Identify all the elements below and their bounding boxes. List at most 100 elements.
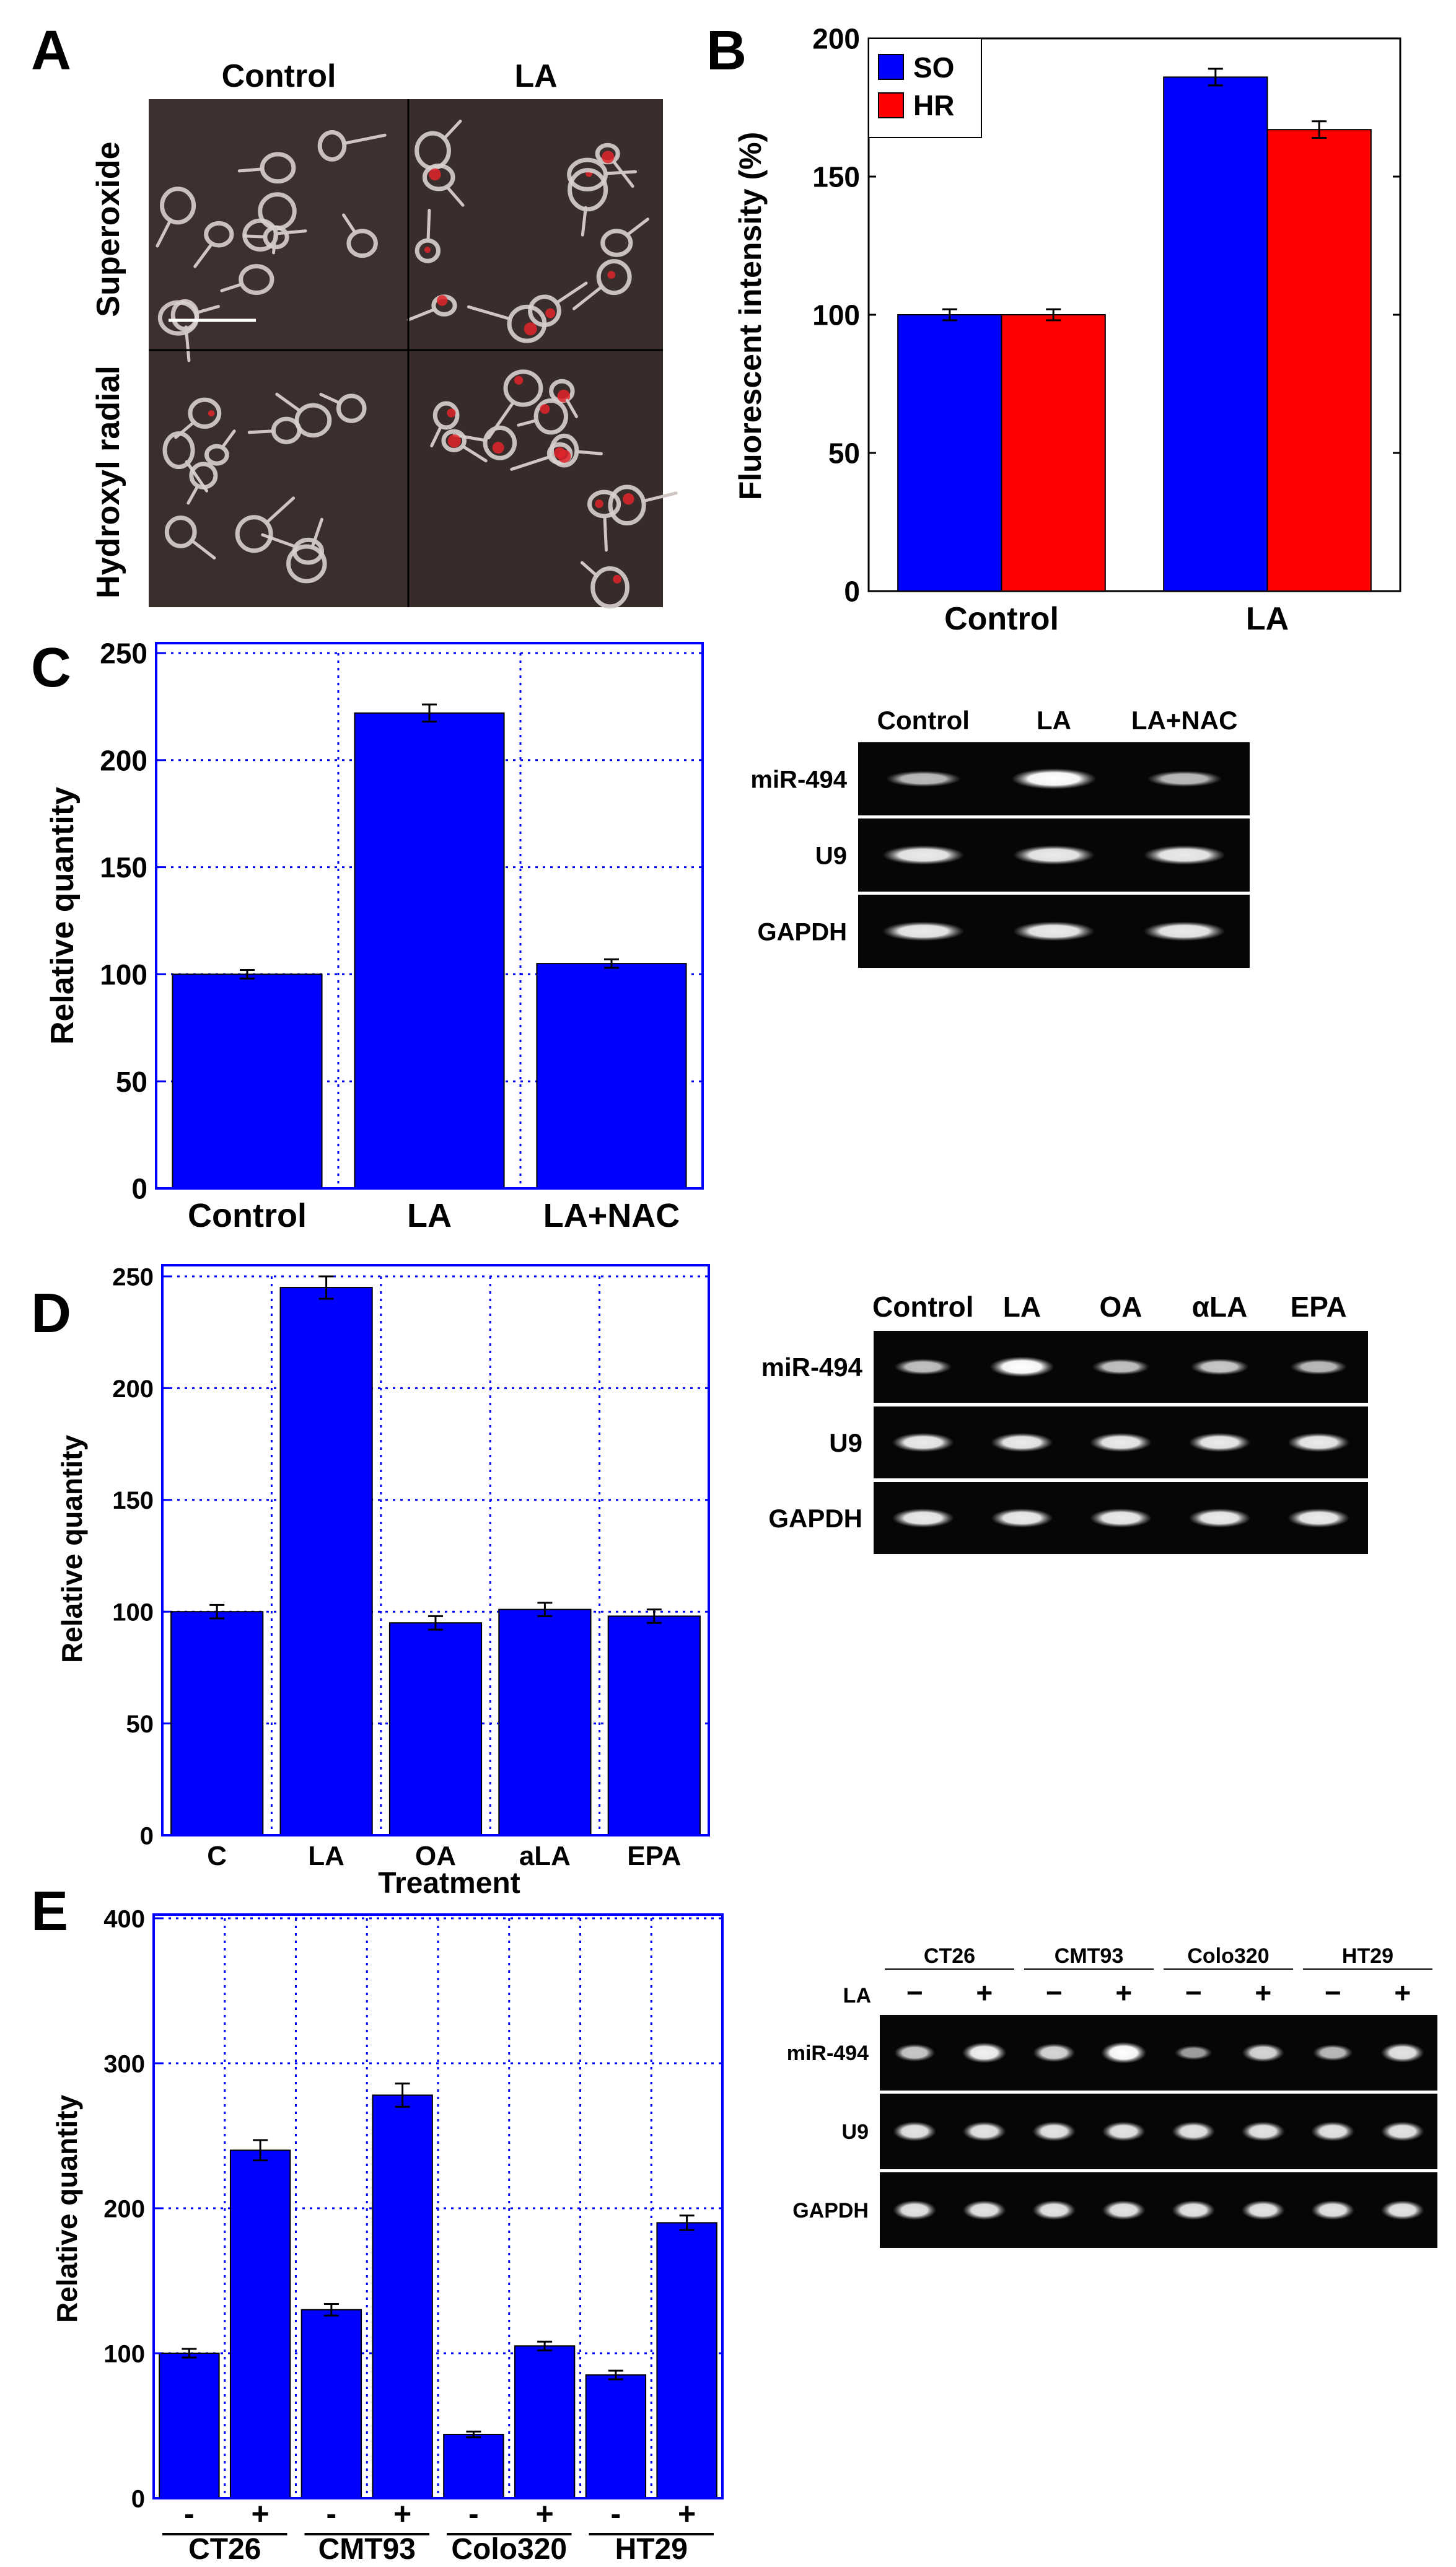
y-tick-label: 200 [103, 2195, 145, 2223]
gel-lane-label: LA [1037, 706, 1071, 735]
gel-band [1032, 2122, 1076, 2141]
cell [286, 544, 327, 584]
gel-band [1380, 2122, 1424, 2141]
gel-lane-label: + [1255, 1977, 1271, 2009]
gel-band [1032, 2200, 1076, 2220]
gel-lane-label: + [1394, 1977, 1411, 2009]
y-tick-label: 150 [812, 161, 860, 193]
x-tick-label: C [207, 1841, 227, 1871]
y-axis-label: Relative quantity [51, 2095, 83, 2323]
gel-row-label: GAPDH [792, 2199, 869, 2223]
col-label-la: LA [514, 58, 557, 94]
panel-letter-e: E [31, 1880, 68, 1942]
fluorescent-signal [602, 151, 615, 164]
bar-control-so [897, 314, 1002, 592]
bar-control-hr [1001, 314, 1106, 592]
cell [160, 186, 196, 225]
gel-band [1241, 2122, 1285, 2141]
y-tick-label: 50 [116, 1066, 147, 1098]
gel-group-label: CMT93 [1055, 1944, 1123, 1968]
cell [600, 229, 633, 257]
y-tick-label: 100 [812, 299, 860, 331]
cell-process [342, 213, 357, 234]
panel-b-chart: 0 50 100 150 200 Fluorescent intensity (%) C… [733, 23, 1401, 637]
cell-process [581, 206, 587, 237]
cell-process [184, 325, 191, 362]
legend-label-hr: HR [913, 89, 954, 121]
bar--mir494 [656, 2222, 717, 2499]
cell [164, 516, 197, 548]
gel-band [1089, 1508, 1152, 1528]
y-tick-label: 50 [126, 1711, 154, 1738]
cell [188, 397, 222, 429]
panel-d-gel: Control LA OA αLA EPA miR-494 U9 GAPDH [761, 1291, 1368, 1554]
panel-c-chart: 0 50 100 150 200 250 Relative quantity Contro… [45, 638, 704, 1234]
panel-c-gel: Control LA LA+NAC miR-494 U9 GAPDH [750, 706, 1250, 968]
cell-process [261, 533, 297, 548]
bar--mir494 [300, 2309, 362, 2499]
y-tick-label: 0 [140, 1822, 154, 1850]
cell-process [220, 283, 243, 292]
cell-process [272, 227, 278, 255]
y-tick-label: 250 [100, 638, 147, 670]
cell-process [243, 234, 267, 239]
gel-band [962, 2042, 1007, 2063]
fluorescent-signal [492, 442, 504, 454]
fluorescent-signal [524, 322, 537, 336]
gel-band [962, 2122, 1006, 2141]
gel-band [1380, 2200, 1424, 2220]
cell-process [452, 433, 487, 442]
micrograph-superoxide-control [149, 99, 408, 349]
x-tick-label: + [393, 2496, 411, 2531]
x-tick-label: + [678, 2496, 696, 2531]
x-tick-label: - [327, 2496, 337, 2531]
cell [422, 163, 455, 191]
y-tick-label: 150 [112, 1487, 154, 1514]
gel-row-label: U9 [815, 842, 847, 869]
row-label-hydroxyl-radial: Hydroxyl radial [90, 366, 126, 599]
cell [441, 429, 467, 452]
bar--mir494 [159, 2353, 220, 2499]
x-tick-label: OA [415, 1841, 456, 1871]
y-tick-label: 50 [828, 437, 860, 470]
cell-process [193, 243, 213, 268]
gel-band [962, 2200, 1006, 2220]
cell [189, 462, 218, 489]
panel-letter-d: D [31, 1283, 71, 1345]
y-tick-label: 0 [131, 1173, 147, 1205]
gel-lane-label: LA+NAC [1131, 706, 1238, 735]
x-tick-label: LA [1246, 601, 1289, 637]
cell [317, 129, 347, 162]
y-tick-label: 0 [131, 2485, 145, 2512]
cell [596, 259, 632, 296]
gel-row-label: miR-494 [761, 1353, 863, 1382]
gel-band [892, 1433, 954, 1452]
cell-process [342, 133, 387, 145]
legend: SO HR [868, 38, 982, 138]
gel-row-label: GAPDH [758, 918, 847, 946]
gel-group-label: CT26 [924, 1944, 975, 1968]
cell-process [572, 285, 604, 310]
x-tick-label: - [611, 2496, 621, 2531]
bar-oa-mir494 [388, 1622, 483, 1836]
gel-treatment-label: LA [843, 1984, 871, 2008]
cell-process [275, 392, 302, 413]
fluorescent-signal [595, 499, 603, 508]
bar-la-hr [1266, 129, 1372, 592]
cell [432, 401, 460, 430]
bar-la-so [1163, 76, 1268, 592]
cell-process [612, 160, 634, 188]
gel-lane-label: − [1046, 1977, 1063, 2009]
y-tick-label: 100 [112, 1599, 154, 1626]
gel-lane-label: + [1115, 1977, 1132, 2009]
y-tick-label: 400 [103, 1905, 145, 1933]
plot-frame [155, 642, 704, 1190]
fluorescent-signal [554, 447, 566, 459]
x-tick-label: + [252, 2496, 270, 2531]
panel-d-chart: 0 50 100 150 200 250 Relative quantity C LA OA a… [56, 1263, 710, 1900]
gel-band [1143, 845, 1226, 865]
bar-control-mir494 [172, 973, 323, 1190]
gel-lane-label: − [1185, 1977, 1202, 2009]
x-tick-label: LA [407, 1197, 452, 1234]
